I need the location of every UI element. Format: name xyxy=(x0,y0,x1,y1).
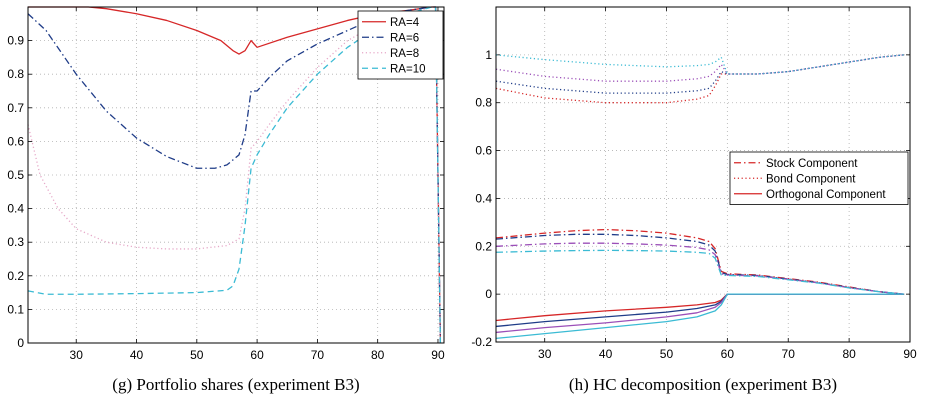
legend-label: RA=6 xyxy=(390,32,419,44)
x-tick-label: 90 xyxy=(903,347,917,361)
y-tick-label: 0.6 xyxy=(475,144,492,158)
y-tick-labels: -0.2 0 0.2 0.4 0.6 0.8 1 xyxy=(471,48,492,349)
series-line-3 xyxy=(27,6,442,344)
y-tick-label: 0.8 xyxy=(7,67,24,81)
series-line-4 xyxy=(495,228,904,295)
plot-frame xyxy=(495,6,911,343)
x-tick-label: 60 xyxy=(721,347,735,361)
x-tick-label: 90 xyxy=(431,348,445,362)
x-tick-label: 80 xyxy=(842,347,856,361)
x-tick-label: 50 xyxy=(190,348,204,362)
y-tick-label: 0.2 xyxy=(7,269,24,283)
y-tick-label: 0.7 xyxy=(7,101,24,115)
x-tick-label: 70 xyxy=(782,347,796,361)
x-tick-label: 80 xyxy=(371,348,385,362)
legend-label: RA=10 xyxy=(390,63,425,75)
series-line-2 xyxy=(27,6,442,344)
x-tick-label: 30 xyxy=(538,347,552,361)
caption: (g) Portfolio shares (experiment B3) xyxy=(112,375,359,394)
legend-label: Stock Component xyxy=(766,158,858,170)
x-tick-labels: 30 40 50 60 70 80 90 xyxy=(70,348,445,362)
y-tick-label: 0.6 xyxy=(7,134,24,148)
series-lines xyxy=(495,54,904,340)
legend-label: RA=4 xyxy=(390,17,420,29)
chart-portfolio-shares: 30 40 50 60 70 80 90 0 0.1 0.2 0.3 0.4 0.5 0.6 0.7 0.8… xyxy=(7,6,445,394)
y-tick-label: -0.2 xyxy=(471,335,492,349)
y-tick-label: 0 xyxy=(17,336,24,350)
x-tick-label: 40 xyxy=(130,348,144,362)
legend-label: Bond Component xyxy=(766,173,856,185)
legend-label: Orthogonal Component xyxy=(766,189,886,201)
series-line-11 xyxy=(495,293,904,340)
series-lines xyxy=(27,6,442,344)
y-tick-label: 0.1 xyxy=(7,302,24,316)
y-tick-labels: 0 0.1 0.2 0.3 0.4 0.5 0.6 0.7 0.8 0.9 xyxy=(7,34,24,350)
y-tick-label: 0 xyxy=(485,287,492,301)
series-line-7 xyxy=(495,249,904,295)
legend-box xyxy=(729,151,909,205)
y-tick-label: 0.5 xyxy=(7,168,24,182)
legend: Stock Component Bond Component Orthogonal … xyxy=(729,151,909,205)
y-tick-label: 0.3 xyxy=(7,235,24,249)
x-tick-label: 50 xyxy=(660,347,674,361)
caption: (h) HC decomposition (experiment B3) xyxy=(569,375,837,394)
legend: RA=4 RA=6 RA=8 RA=10 xyxy=(357,10,444,80)
y-tick-label: 0.4 xyxy=(7,202,24,216)
y-tick-label: 1 xyxy=(485,48,492,62)
x-tick-labels: 30 40 50 60 70 80 90 xyxy=(538,347,917,361)
y-tick-label: 0.9 xyxy=(7,34,24,48)
series-line-3 xyxy=(495,54,904,75)
plot-frame xyxy=(27,6,445,344)
series-line-6 xyxy=(495,242,904,295)
y-tick-label: 0.2 xyxy=(475,239,492,253)
x-tick-label: 60 xyxy=(250,348,264,362)
x-tick-label: 40 xyxy=(599,347,613,361)
y-tick-label: 0.8 xyxy=(475,96,492,110)
x-tick-label: 70 xyxy=(311,348,325,362)
legend-label: RA=8 xyxy=(390,48,419,60)
chart-hc-decomposition: 30 40 50 60 70 80 90 -0.2 0 0.2 0.4 0.6 0.8 1 Stock … xyxy=(471,6,917,394)
x-tick-label: 30 xyxy=(70,348,84,362)
y-tick-label: 0.4 xyxy=(475,191,492,205)
series-line-1 xyxy=(27,6,442,344)
